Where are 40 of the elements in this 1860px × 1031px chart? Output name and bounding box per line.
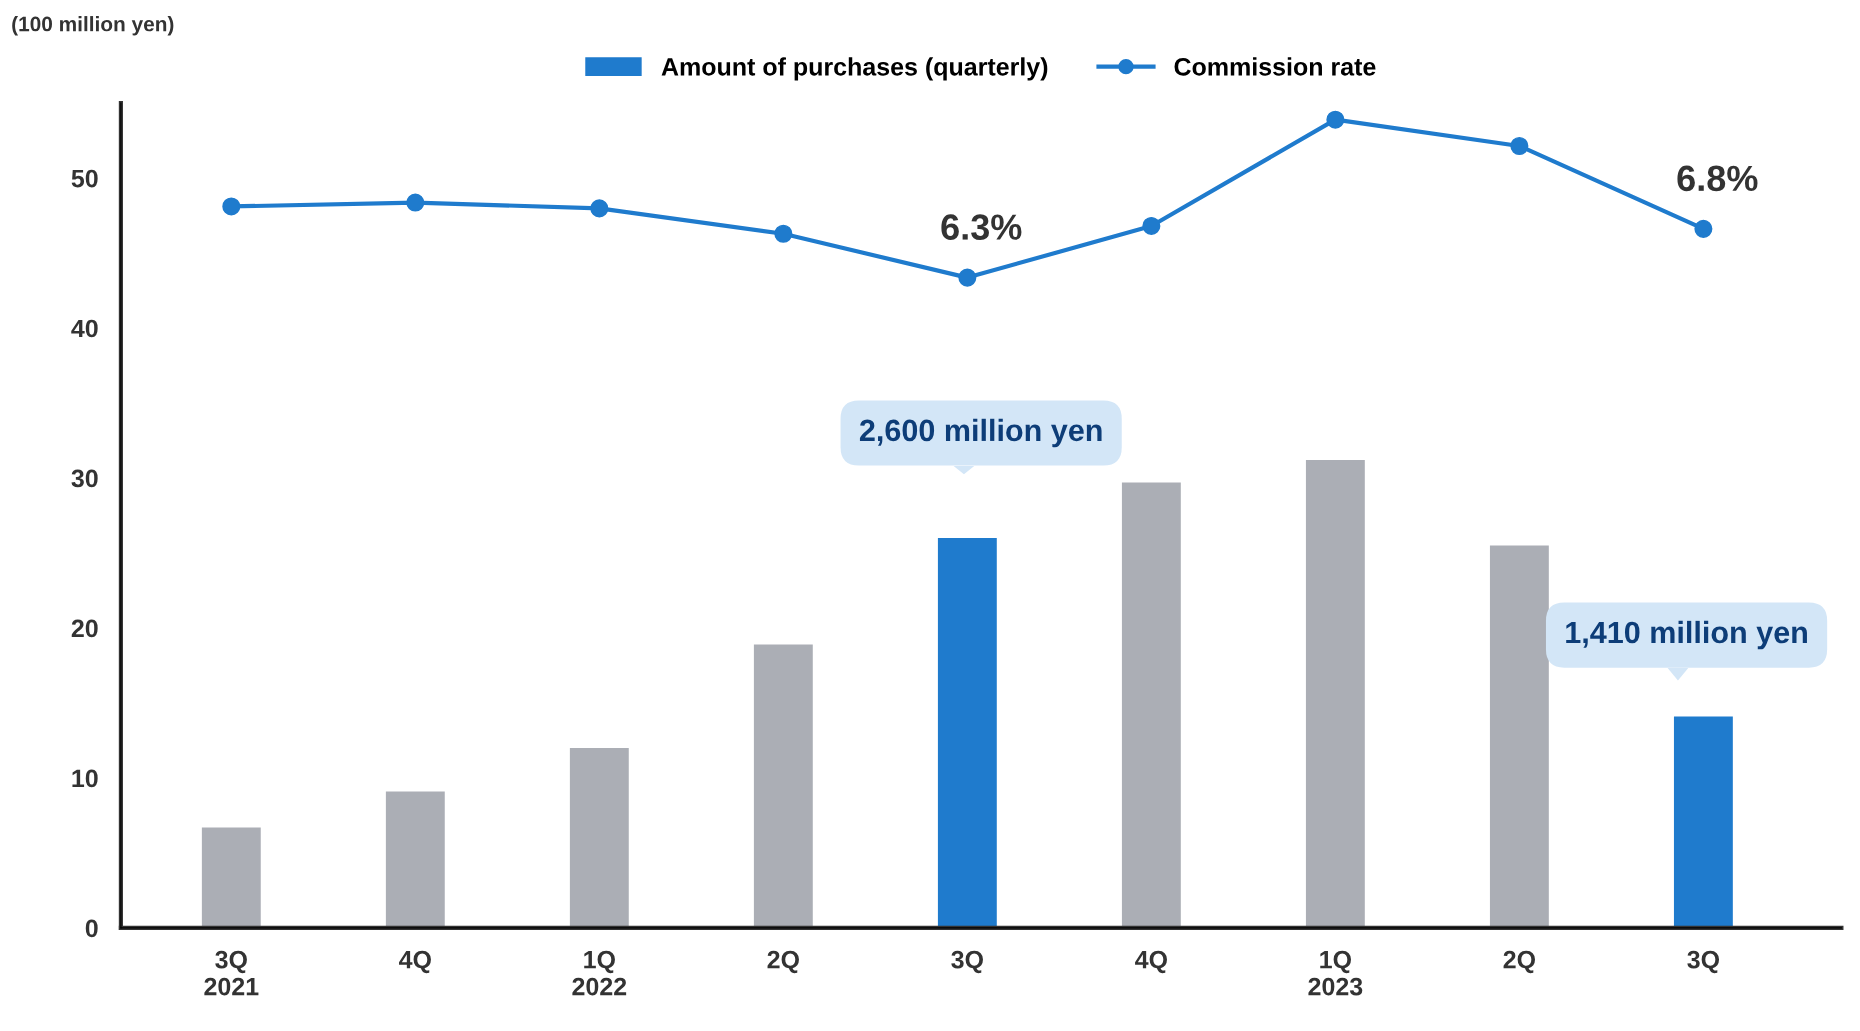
y-tick-label: 0 xyxy=(85,919,98,938)
bar xyxy=(201,827,261,928)
point xyxy=(958,268,977,287)
bar xyxy=(569,747,629,928)
bar xyxy=(1673,716,1733,928)
y-axis-title: (100 million yen) xyxy=(12,16,174,36)
point xyxy=(590,199,609,218)
x-tick-label: 3Q xyxy=(1687,950,1720,974)
data-label: 6.3% xyxy=(941,214,1022,240)
y-tick-label: 40 xyxy=(71,319,98,338)
bar xyxy=(385,791,445,928)
x-tick-label: 1Q 2022 xyxy=(572,950,627,996)
x-tick-label: 2Q xyxy=(767,950,799,974)
bar xyxy=(1305,460,1365,928)
annotation: 2,600 million yen xyxy=(859,418,1102,448)
legend-label: Amount of purchases (quarterly) xyxy=(661,57,1048,81)
point xyxy=(406,193,425,212)
y-tick-label: 30 xyxy=(71,469,98,488)
x-tick-label: 4Q xyxy=(399,950,431,974)
x-tick-label: 2Q xyxy=(1503,950,1536,974)
bar xyxy=(1489,545,1549,928)
bar xyxy=(753,644,813,928)
point xyxy=(1510,136,1529,156)
annotation: 1,410 million yen xyxy=(1566,620,1807,650)
data-label: 6.8% xyxy=(1677,165,1758,192)
y-tick-label: 50 xyxy=(71,169,98,188)
bar xyxy=(1121,482,1181,928)
point xyxy=(774,224,793,243)
point xyxy=(222,197,241,216)
y-tick-label: 20 xyxy=(71,619,98,638)
point xyxy=(1142,216,1161,235)
x-tick-label: 1Q 2023 xyxy=(1308,950,1363,996)
bar xyxy=(937,537,997,928)
y-tick-label: 10 xyxy=(72,769,98,788)
point xyxy=(1326,110,1345,129)
x-tick-label: 3Q xyxy=(951,950,983,974)
legend-label: Commission rate xyxy=(1174,57,1376,76)
x-tick-label: 3Q 2021 xyxy=(204,950,259,996)
point xyxy=(1694,219,1713,238)
x-tick-label: 4Q xyxy=(1135,950,1167,974)
